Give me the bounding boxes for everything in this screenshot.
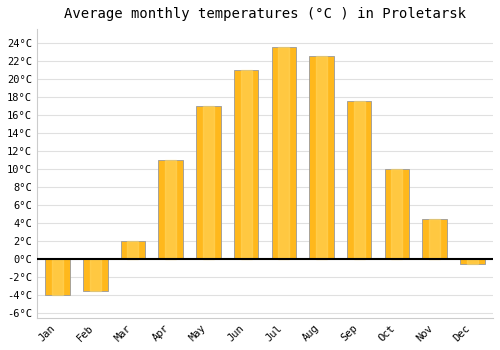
Bar <box>120 241 145 259</box>
Bar <box>392 169 402 259</box>
Bar <box>240 70 252 259</box>
Bar <box>46 259 70 295</box>
Title: Average monthly temperatures (°C ) in Proletarsk: Average monthly temperatures (°C ) in Pr… <box>64 7 466 21</box>
Bar <box>52 259 63 295</box>
Bar <box>83 259 108 291</box>
Bar <box>196 106 220 259</box>
Bar <box>128 241 138 259</box>
Bar <box>384 169 409 259</box>
Bar <box>422 219 447 259</box>
Bar <box>234 70 258 259</box>
Bar <box>90 259 101 291</box>
Bar <box>347 101 372 259</box>
Bar <box>316 56 327 259</box>
Bar <box>354 101 364 259</box>
Bar <box>203 106 214 259</box>
Bar <box>278 47 289 259</box>
Bar <box>165 160 176 259</box>
Bar <box>309 56 334 259</box>
Bar <box>467 259 478 264</box>
Bar <box>272 47 296 259</box>
Bar <box>460 259 484 264</box>
Bar <box>158 160 183 259</box>
Bar <box>429 219 440 259</box>
